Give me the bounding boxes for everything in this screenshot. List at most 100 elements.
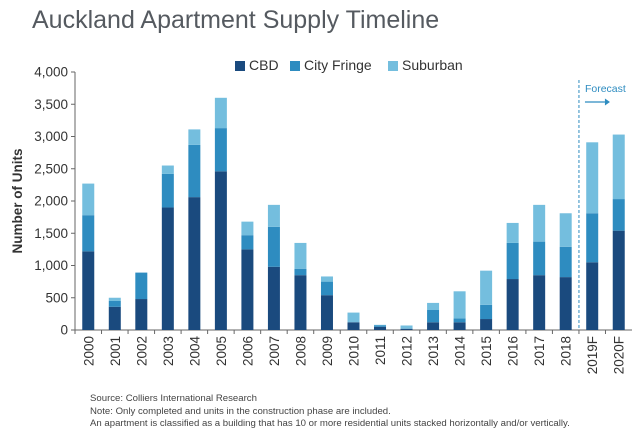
bar-cbd <box>214 171 227 330</box>
bar-suburban <box>533 204 546 242</box>
bar-city-fringe <box>294 268 307 276</box>
forecast-label: Forecast <box>585 83 626 95</box>
x-tick-label: 2000 <box>81 336 96 366</box>
y-tick-label: 0 <box>60 323 68 338</box>
y-tick-label: 3,500 <box>34 97 68 112</box>
bar-suburban <box>82 183 95 216</box>
x-tick-label: 2011 <box>373 336 388 365</box>
bar-suburban <box>294 242 307 269</box>
x-tick-label: 2016 <box>506 336 521 366</box>
bar-suburban <box>480 270 493 305</box>
legend-swatch <box>290 61 300 71</box>
bar-city-fringe <box>320 281 333 296</box>
inclusion-note: Note: Only completed and units in the co… <box>90 405 391 417</box>
bar-cbd <box>241 249 254 330</box>
x-tick-label: 2020F <box>612 336 627 374</box>
bar-city-fringe <box>267 226 280 267</box>
y-tick-label: 1,000 <box>34 258 68 273</box>
bar-suburban <box>427 302 440 311</box>
bar-city-fringe <box>559 246 572 278</box>
bar-cbd <box>559 277 572 330</box>
bar-cbd <box>612 230 625 330</box>
bar-city-fringe <box>453 318 466 323</box>
bar-suburban <box>586 142 599 214</box>
bar-suburban <box>400 325 413 329</box>
legend-label: City Fringe <box>304 57 372 73</box>
bar-city-fringe <box>241 235 254 250</box>
x-tick-label: 2013 <box>426 336 441 366</box>
bar-suburban <box>161 165 174 174</box>
bar-city-fringe <box>214 128 227 172</box>
bar-cbd <box>267 266 280 330</box>
bar-city-fringe <box>586 213 599 263</box>
bar-cbd <box>347 322 360 330</box>
x-tick-label: 2015 <box>479 336 494 366</box>
bar-city-fringe <box>480 304 493 320</box>
bar-city-fringe <box>188 144 201 198</box>
bar-suburban <box>320 276 333 282</box>
bar-cbd <box>108 306 121 330</box>
bar-suburban <box>108 297 121 301</box>
legend-swatch <box>388 61 398 71</box>
bar-cbd <box>480 319 493 330</box>
legend-label: Suburban <box>402 57 463 73</box>
y-tick-label: 3,000 <box>34 129 68 144</box>
x-tick-label: 2017 <box>532 336 547 366</box>
bar-cbd <box>427 322 440 330</box>
bar-city-fringe <box>533 241 546 276</box>
bar-suburban <box>347 312 360 323</box>
x-tick-label: 2002 <box>134 336 149 366</box>
bar-suburban <box>506 222 519 243</box>
x-tick-label: 2007 <box>267 336 282 366</box>
bar-cbd <box>188 197 201 330</box>
bar-suburban <box>188 129 201 145</box>
bar-city-fringe <box>135 272 148 300</box>
legend-label: CBD <box>249 57 279 73</box>
footnotes: Source: Colliers International Research … <box>90 393 570 431</box>
x-tick-label: 2008 <box>293 336 308 366</box>
bar-city-fringe <box>108 300 121 307</box>
bar-cbd <box>161 207 174 330</box>
bar-cbd <box>506 279 519 330</box>
bar-cbd <box>294 275 307 330</box>
bar-city-fringe <box>612 199 625 231</box>
x-tick-label: 2014 <box>453 336 468 367</box>
y-tick-label: 2,500 <box>34 161 68 176</box>
y-tick-label: 1,500 <box>34 226 68 241</box>
bar-city-fringe <box>506 242 519 280</box>
bar-suburban <box>612 134 625 200</box>
x-tick-label: 2012 <box>400 336 415 366</box>
y-axis-title: Number of Units <box>10 148 25 253</box>
y-tick-label: 2,000 <box>34 194 68 209</box>
bar-cbd <box>135 299 148 330</box>
x-tick-label: 2001 <box>108 336 123 366</box>
x-tick-label: 2003 <box>161 336 176 366</box>
y-tick-label: 4,000 <box>34 65 68 80</box>
forecast-arrow-icon <box>604 98 610 106</box>
bar-suburban <box>374 324 387 326</box>
bar-cbd <box>586 262 599 330</box>
y-tick-label: 500 <box>45 290 68 305</box>
bar-cbd <box>533 275 546 330</box>
bar-city-fringe <box>82 215 95 252</box>
x-tick-label: 2004 <box>187 336 202 367</box>
x-tick-label: 2010 <box>347 336 362 366</box>
bar-suburban <box>214 97 227 129</box>
x-tick-label: 2005 <box>214 336 229 366</box>
bar-cbd <box>453 322 466 330</box>
source-note: Source: Colliers International Research <box>90 393 257 404</box>
x-tick-label: 2006 <box>240 336 255 366</box>
x-tick-label: 2009 <box>320 336 335 366</box>
bar-cbd <box>400 328 413 330</box>
bar-suburban <box>267 204 280 227</box>
bar-city-fringe <box>161 173 174 208</box>
bar-suburban <box>559 213 572 247</box>
bar-cbd <box>82 251 95 330</box>
chart-title: Auckland Apartment Supply Timeline <box>32 6 440 34</box>
classification-note: An apartment is classified as a building… <box>90 418 570 429</box>
bar-suburban <box>241 221 254 236</box>
bar-city-fringe <box>427 310 440 323</box>
bar-suburban <box>453 291 466 319</box>
